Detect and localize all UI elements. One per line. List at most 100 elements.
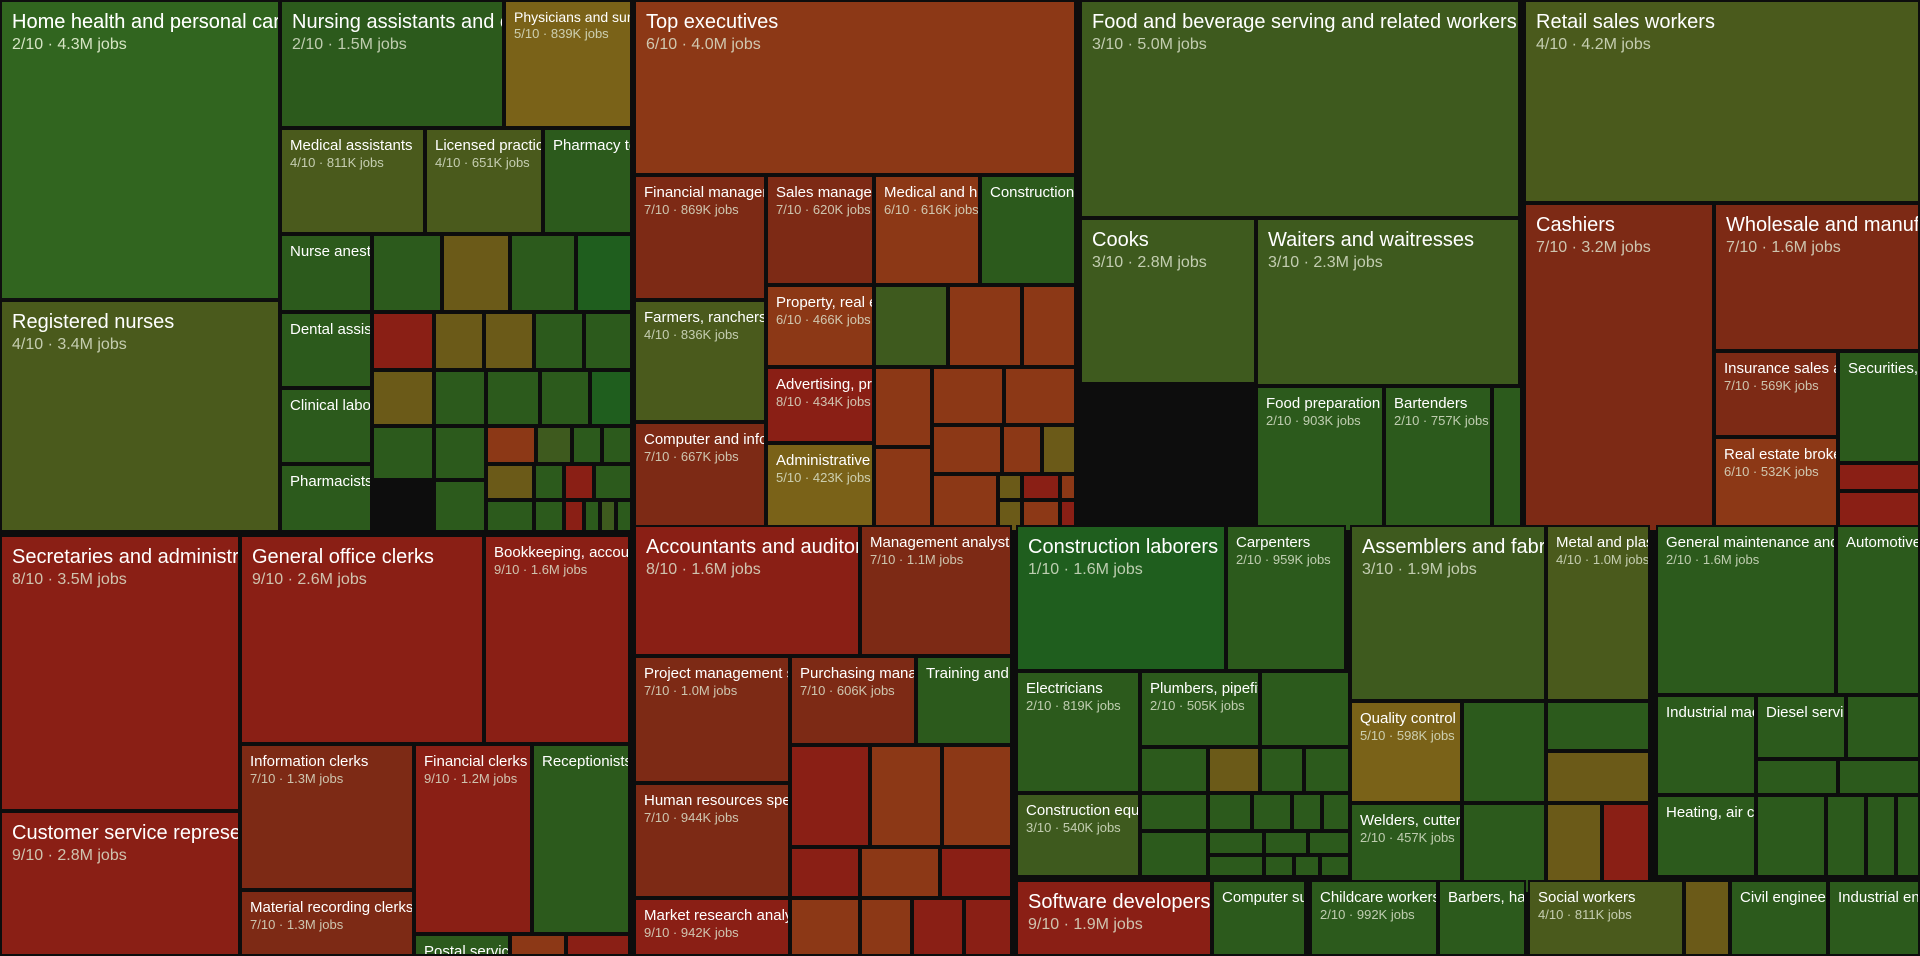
treemap-tile-diesel-service-technicians-and-mechanics[interactable]: Diesel service technicians and mechanics — [1756, 695, 1846, 759]
treemap-cell-unlabeled[interactable] — [1308, 831, 1350, 855]
treemap-tile-property-real-estate-and-community-association-managers[interactable]: Property, real estate, and community ass… — [766, 285, 874, 367]
treemap-cell-unlabeled[interactable] — [594, 464, 632, 500]
treemap-cell-unlabeled[interactable] — [1060, 474, 1076, 500]
treemap-cell-unlabeled[interactable] — [564, 464, 594, 500]
treemap-tile-pharmacists[interactable]: Pharmacists — [280, 464, 372, 532]
treemap-tile-food-and-beverage-serving-and-related-workers[interactable]: Food and beverage serving and related wo… — [1080, 0, 1520, 218]
treemap-cell-unlabeled[interactable] — [1004, 367, 1076, 425]
treemap-cell-unlabeled[interactable] — [932, 425, 1002, 474]
treemap-cell-unlabeled[interactable] — [948, 285, 1022, 367]
treemap-tile-civil-engineers[interactable]: Civil engineers — [1730, 880, 1828, 956]
treemap-cell-unlabeled[interactable] — [1208, 747, 1260, 793]
treemap-cell-unlabeled[interactable] — [486, 426, 536, 464]
treemap-cell-unlabeled[interactable] — [1294, 855, 1320, 877]
treemap-cell-unlabeled[interactable] — [790, 745, 870, 847]
treemap-tile-industrial-engineers[interactable]: Industrial engineers — [1828, 880, 1920, 956]
treemap-tile-computer-support-specialists[interactable]: Computer support specialists — [1212, 880, 1306, 956]
treemap-tile-home-health-and-personal-care-aides[interactable]: Home health and personal care aides 2/10 … — [0, 0, 280, 300]
treemap-cell-unlabeled[interactable] — [616, 500, 632, 532]
treemap-cell-unlabeled[interactable] — [434, 370, 486, 426]
treemap-tile-secretaries-and-administrative-assistants[interactable]: Secretaries and administrative assistant… — [0, 535, 240, 811]
treemap-cell-unlabeled[interactable] — [912, 898, 964, 956]
treemap-cell-unlabeled[interactable] — [998, 474, 1022, 500]
treemap-tile-postal-service-workers[interactable]: Postal service workers — [414, 934, 510, 956]
treemap-cell-unlabeled[interactable] — [870, 745, 942, 847]
treemap-cell-unlabeled[interactable] — [1826, 795, 1866, 877]
treemap-cell-unlabeled[interactable] — [1208, 855, 1264, 877]
treemap-cell-unlabeled[interactable] — [584, 312, 632, 370]
treemap-tile-electricians[interactable]: Electricians 2/10 · 819K jobs — [1016, 671, 1140, 793]
treemap-cell-unlabeled[interactable] — [1260, 671, 1350, 747]
treemap-tile-clinical-laboratory-technologists[interactable]: Clinical laboratory technologists — [280, 388, 372, 464]
treemap-cell-unlabeled[interactable] — [1322, 793, 1350, 831]
treemap-cell-unlabeled[interactable] — [1320, 855, 1350, 877]
treemap-cell-unlabeled[interactable] — [964, 898, 1012, 956]
treemap-cell-unlabeled[interactable] — [874, 447, 932, 532]
treemap-tile-purchasing-managers-buyers-and-purchasing-agents[interactable]: Purchasing managers, buyers, and purchas… — [790, 656, 916, 745]
treemap-tile-financial-clerks[interactable]: Financial clerks 9/10 · 1.2M jobs — [414, 744, 532, 934]
treemap-cell-unlabeled[interactable] — [442, 234, 510, 312]
treemap-cell-unlabeled[interactable] — [1546, 701, 1650, 751]
treemap-cell-unlabeled[interactable] — [372, 370, 434, 426]
treemap-cell-unlabeled[interactable] — [1140, 831, 1208, 877]
treemap-cell-unlabeled[interactable] — [566, 934, 630, 956]
treemap-cell-unlabeled[interactable] — [434, 312, 484, 370]
treemap-cell-unlabeled[interactable] — [1756, 759, 1838, 795]
treemap-cell-unlabeled[interactable] — [1022, 285, 1076, 367]
treemap-cell-unlabeled[interactable] — [1292, 793, 1322, 831]
treemap-tile-registered-nurses[interactable]: Registered nurses 4/10 · 3.4M jobs — [0, 300, 280, 532]
treemap-cell-unlabeled[interactable] — [434, 480, 486, 532]
treemap-tile-childcare-workers[interactable]: Childcare workers 2/10 · 992K jobs — [1310, 880, 1438, 956]
treemap-cell-unlabeled[interactable] — [572, 426, 602, 464]
treemap-tile-nursing-assistants-and-orderlies[interactable]: Nursing assistants and orderlies 2/10 · 1… — [280, 0, 504, 128]
treemap-tile-carpenters[interactable]: Carpenters 2/10 · 959K jobs — [1226, 525, 1346, 671]
treemap-cell-unlabeled[interactable] — [1462, 803, 1546, 894]
treemap-cell-unlabeled[interactable] — [1838, 759, 1920, 795]
treemap-tile-social-workers[interactable]: Social workers 4/10 · 811K jobs — [1528, 880, 1684, 956]
treemap-tile-project-management-specialists[interactable]: Project management specialists7/10 · 1.0… — [634, 656, 790, 783]
treemap-tile-information-clerks[interactable]: Information clerks 7/10 · 1.3M jobs — [240, 744, 414, 890]
treemap-cell-unlabeled[interactable] — [940, 847, 1012, 898]
treemap-tile-physicians-and-surgeons[interactable]: Physicians and surgeons5/10 · 839K jobs — [504, 0, 632, 128]
treemap-cell-unlabeled[interactable] — [486, 464, 534, 500]
treemap-cell-unlabeled[interactable] — [874, 367, 932, 447]
treemap-tile-pharmacy-technicians[interactable]: Pharmacy technicians — [543, 128, 632, 234]
treemap-cell-unlabeled[interactable] — [486, 500, 534, 532]
treemap-tile-retail-sales-workers[interactable]: Retail sales workers 4/10 · 4.2M jobs — [1524, 0, 1920, 203]
treemap-cell-unlabeled[interactable] — [1546, 751, 1650, 803]
treemap-tile-real-estate-brokers-and-sales-agents[interactable]: Real estate brokers and sales agents6/10… — [1714, 437, 1838, 532]
treemap-cell-unlabeled[interactable] — [874, 285, 948, 367]
treemap-tile-general-maintenance-and-repair-workers[interactable]: General maintenance and repair workers2/… — [1656, 525, 1836, 695]
treemap-tile-welders-cutters-solderers-and-brazers[interactable]: Welders, cutters, solderers, and brazers… — [1350, 803, 1462, 894]
treemap-tile-management-analysts[interactable]: Management analysts 7/10 · 1.1M jobs — [860, 525, 1012, 656]
treemap-cell-unlabeled[interactable] — [600, 500, 616, 532]
treemap-cell-unlabeled[interactable] — [790, 898, 860, 956]
treemap-cell-unlabeled[interactable] — [860, 847, 940, 898]
treemap-tile-wholesale-and-manufacturing-sales-representatives[interactable]: Wholesale and manufacturing sales repres… — [1714, 203, 1920, 351]
treemap-tile-construction-equipment-operators[interactable]: Construction equipment operators3/10 · 5… — [1016, 793, 1140, 877]
treemap-cell-unlabeled[interactable] — [590, 370, 632, 426]
treemap-cell-unlabeled[interactable] — [602, 426, 632, 464]
treemap-cell-unlabeled[interactable] — [1042, 425, 1076, 474]
treemap-tile-cashiers[interactable]: Cashiers 7/10 · 3.2M jobs — [1524, 203, 1714, 532]
treemap-cell-unlabeled[interactable] — [540, 370, 590, 426]
treemap-tile-construction-laborers-and-helpers[interactable]: Construction laborers and helpers 1/10 · … — [1016, 525, 1226, 671]
treemap-tile-bookkeeping-accounting-and-auditing-clerks[interactable]: Bookkeeping, accounting, and auditing cl… — [484, 535, 630, 744]
treemap-tile-heating-air-conditioning-and-refrigeration-mechanics[interactable]: Heating, air conditioning, and refrigera… — [1656, 795, 1756, 877]
treemap-tile-quality-control-inspectors[interactable]: Quality control inspectors5/10 · 598K jo… — [1350, 701, 1462, 803]
treemap-cell-unlabeled[interactable] — [1896, 795, 1920, 877]
treemap-cell-unlabeled[interactable] — [1462, 701, 1546, 803]
treemap-cell-unlabeled[interactable] — [564, 500, 584, 532]
treemap-cell-unlabeled[interactable] — [932, 367, 1004, 425]
treemap-cell-unlabeled[interactable] — [534, 464, 564, 500]
treemap-cell-unlabeled[interactable] — [1602, 803, 1650, 894]
treemap-cell-unlabeled[interactable] — [1252, 793, 1292, 831]
treemap-cell-unlabeled[interactable] — [1492, 386, 1522, 532]
treemap-cell-unlabeled[interactable] — [1140, 793, 1208, 831]
treemap-cell-unlabeled[interactable] — [1140, 747, 1208, 793]
treemap-cell-unlabeled[interactable] — [484, 312, 534, 370]
treemap-tile-customer-service-representatives[interactable]: Customer service representatives 9/10 · 2… — [0, 811, 240, 956]
